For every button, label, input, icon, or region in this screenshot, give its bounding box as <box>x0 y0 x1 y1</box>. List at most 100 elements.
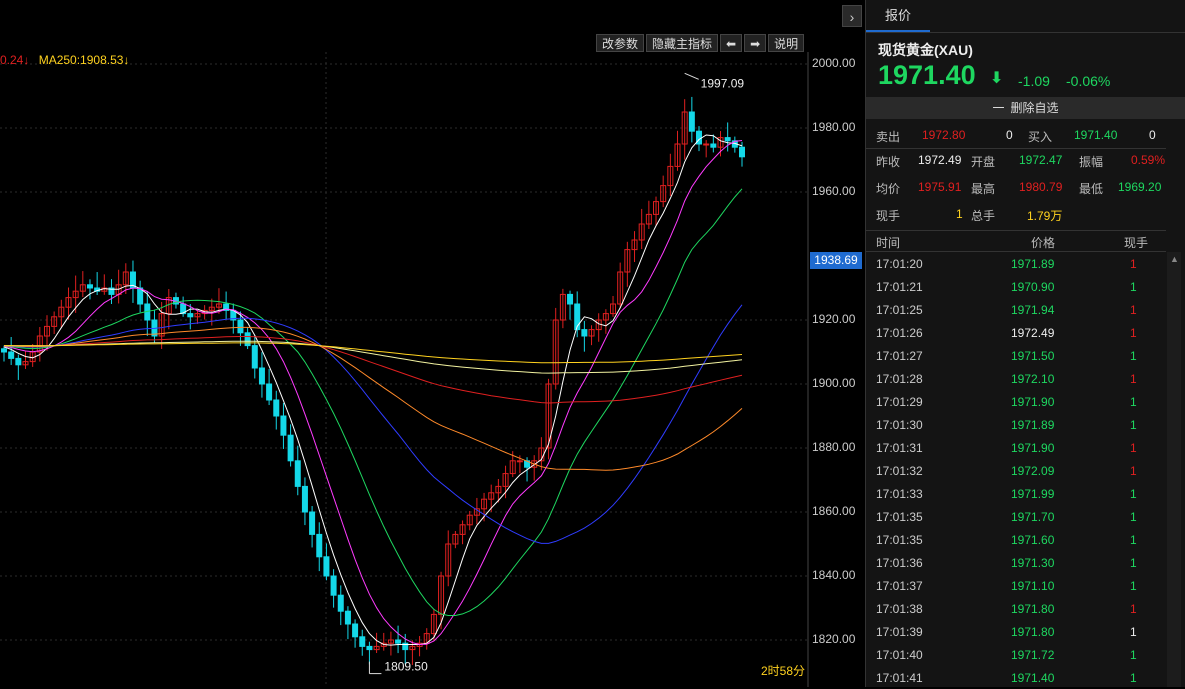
remove-favorite-button[interactable]: 一删除自选 <box>866 97 1185 119</box>
candle-body <box>581 329 588 337</box>
buy-qty: 0 <box>1149 128 1156 142</box>
candle-body <box>323 556 330 577</box>
ticks-header: 时间 价格 现手 <box>866 231 1166 252</box>
tick-price: 1971.90 <box>1011 395 1055 409</box>
y-tick-label: 1860.00 <box>812 504 856 518</box>
candle-body <box>373 645 380 651</box>
tick-volume: 1 <box>1130 533 1137 547</box>
buy-price: 1971.40 <box>1074 128 1118 142</box>
candle-body <box>294 460 301 487</box>
high-value: 1980.79 <box>1019 180 1063 194</box>
candle-body <box>459 524 466 535</box>
candle-body <box>466 514 473 526</box>
chart-toolbar: 改参数 隐藏主指标 ⬅ ➡ 说明 <box>594 34 805 52</box>
candle-body <box>86 284 93 289</box>
moving-average-line <box>3 188 743 616</box>
candle-body <box>624 249 631 273</box>
candle-body <box>251 345 258 369</box>
candle-body <box>244 332 251 347</box>
tick-time: 17:01:26 <box>876 326 923 340</box>
tick-volume: 1 <box>1130 648 1137 662</box>
candle-body <box>430 613 437 635</box>
tick-volume: 1 <box>1130 418 1137 432</box>
amplitude-label: 振幅 <box>1079 155 1104 169</box>
candle-body <box>180 303 187 315</box>
current-volume-label: 现手 <box>876 209 901 223</box>
candle-body <box>395 639 402 644</box>
candlestick-chart[interactable]: 1997.09 1809.50 <box>0 0 865 687</box>
tick-volume: 1 <box>1130 625 1137 639</box>
collapse-panel-button[interactable]: › <box>842 5 862 27</box>
candle-body <box>359 636 366 647</box>
quote-panel: 报价 现货黄金(XAU) 1971.40 ⬇ -1.09 -0.06% 一删除自… <box>866 0 1185 687</box>
candle-body <box>215 303 222 308</box>
tick-time: 17:01:21 <box>876 280 923 294</box>
tab-quote[interactable]: 报价 <box>866 0 930 32</box>
candle-body <box>301 485 308 513</box>
tick-price: 1971.80 <box>1011 625 1055 639</box>
y-tick-label: 1900.00 <box>812 376 856 390</box>
chart-panel[interactable]: 1997.09 1809.50 › 改参数 隐藏主指标 ⬅ ➡ 说明 0.24↓ … <box>0 0 866 687</box>
candle-body <box>674 143 681 167</box>
arrow-left-icon[interactable]: ⬅ <box>720 34 743 52</box>
total-volume-label: 总手 <box>971 209 996 223</box>
tick-price: 1971.90 <box>1011 441 1055 455</box>
high-label: 最高 <box>971 182 996 196</box>
tick-row: 17:01:20 1971.89 1 <box>866 252 1166 275</box>
candle-body <box>58 306 65 318</box>
candle-body <box>158 313 165 337</box>
candle-body <box>710 143 717 148</box>
amplitude-value: 0.59% <box>1131 153 1166 167</box>
ma-legend: 0.24↓ MA250:1908.53↓ <box>0 53 129 67</box>
current-volume-value: 1 <box>956 207 963 221</box>
candle-body <box>660 185 667 203</box>
candle-body <box>574 303 581 331</box>
tick-volume: 1 <box>1130 464 1137 478</box>
avg-label: 均价 <box>876 182 901 196</box>
ticks-list[interactable]: 17:01:20 1971.89 1 17:01:21 1970.90 1 17:01:25… <box>866 252 1166 689</box>
edit-params-button[interactable]: 改参数 <box>596 34 645 52</box>
tick-row: 17:01:27 1971.50 1 <box>866 344 1166 367</box>
y-tick-label: 1840.00 <box>812 568 856 582</box>
scroll-up-icon[interactable]: ▲ <box>1170 254 1179 264</box>
tick-row: 17:01:39 1971.80 1 <box>866 620 1166 643</box>
y-tick-label: 1980.00 <box>812 120 856 134</box>
help-button[interactable]: 说明 <box>768 34 805 52</box>
tick-volume: 1 <box>1130 395 1137 409</box>
tick-row: 17:01:25 1971.94 1 <box>866 298 1166 321</box>
tick-price: 1971.89 <box>1011 257 1055 271</box>
candle-body <box>610 303 617 315</box>
tick-volume: 1 <box>1130 326 1137 340</box>
arrow-right-icon[interactable]: ➡ <box>744 34 767 52</box>
y-tick-label: 1960.00 <box>812 184 856 198</box>
candle-body <box>344 610 351 625</box>
price-change-pct: -0.06% <box>1066 73 1111 89</box>
tick-price: 1971.70 <box>1011 510 1055 524</box>
tick-price: 1971.50 <box>1011 349 1055 363</box>
high-marker-line <box>684 72 699 80</box>
tick-time: 17:01:28 <box>876 372 923 386</box>
candle-body <box>402 642 409 651</box>
moving-average-line <box>4 342 743 364</box>
candle-body <box>631 239 638 251</box>
candle-body <box>638 223 645 241</box>
tick-time: 17:01:37 <box>876 579 923 593</box>
candle-body <box>280 415 287 436</box>
tick-volume: 1 <box>1130 441 1137 455</box>
moving-average-line <box>3 336 743 404</box>
tick-row: 17:01:33 1971.99 1 <box>866 482 1166 505</box>
candle-body <box>452 533 459 545</box>
moving-average-line <box>3 304 743 544</box>
ticks-scrollbar[interactable]: ▲ <box>1167 252 1181 687</box>
tick-price: 1971.99 <box>1011 487 1055 501</box>
candle-body <box>194 313 201 318</box>
candle-body <box>65 297 72 308</box>
tick-volume: 1 <box>1130 349 1137 363</box>
tick-volume: 1 <box>1130 671 1137 685</box>
tick-row: 17:01:31 1971.90 1 <box>866 436 1166 459</box>
candle-body <box>187 313 194 318</box>
hide-main-indicator-button[interactable]: 隐藏主指标 <box>646 34 719 52</box>
candle-body <box>703 143 710 146</box>
candle-body <box>559 293 566 321</box>
stats-grid: 昨收 1972.49 开盘 1972.47 振幅 0.59% 均价 1975.9… <box>866 148 1166 231</box>
